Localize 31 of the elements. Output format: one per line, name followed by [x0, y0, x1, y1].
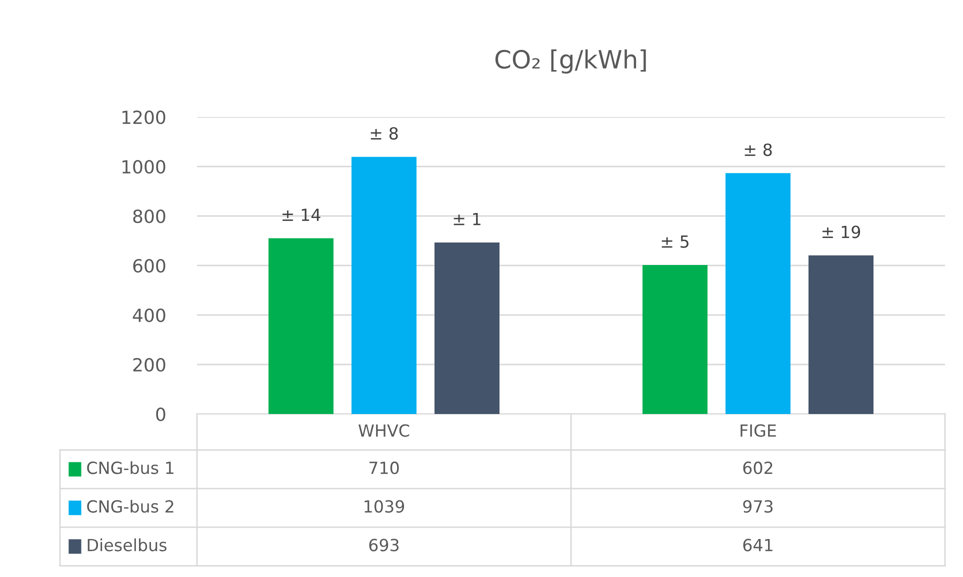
y-tick-label: 1000: [122, 160, 166, 174]
bar: [434, 242, 500, 414]
bar: [726, 173, 790, 414]
annotation: ± 8: [370, 127, 398, 140]
annotation: ± 5: [662, 236, 688, 248]
data-label: 693: [369, 538, 399, 552]
y-tick-label: 600: [133, 258, 166, 273]
bar: [642, 265, 708, 414]
chart-title: CO₂ [g/kWh]: [495, 49, 646, 74]
bar: [352, 156, 416, 414]
legend-label: Dieselbus: [88, 538, 166, 552]
data-label: 973: [743, 500, 773, 513]
legend-label: CNG-bus 2: [87, 500, 174, 513]
x-tick-label: FIGE: [740, 424, 776, 437]
bar: [268, 238, 334, 414]
x-tick-label: WHVC: [358, 424, 410, 437]
annotation: ± 14: [282, 208, 320, 221]
data-label: 1039: [364, 500, 404, 513]
y-tick-label: 800: [133, 209, 166, 224]
data-label: 641: [743, 538, 772, 552]
data-label: 602: [743, 462, 772, 474]
annotation: ± 8: [744, 143, 772, 156]
annotation: ± 1: [454, 212, 480, 226]
annotation: ± 19: [822, 226, 860, 238]
y-tick-label: 200: [133, 358, 166, 372]
legend-label: CNG-bus 1: [87, 461, 174, 474]
data-label: 710: [369, 462, 399, 474]
y-tick-label: 400: [132, 308, 166, 322]
y-tick-label: 0: [156, 407, 166, 422]
y-tick-label: 1200: [122, 110, 166, 124]
bar: [808, 255, 874, 414]
